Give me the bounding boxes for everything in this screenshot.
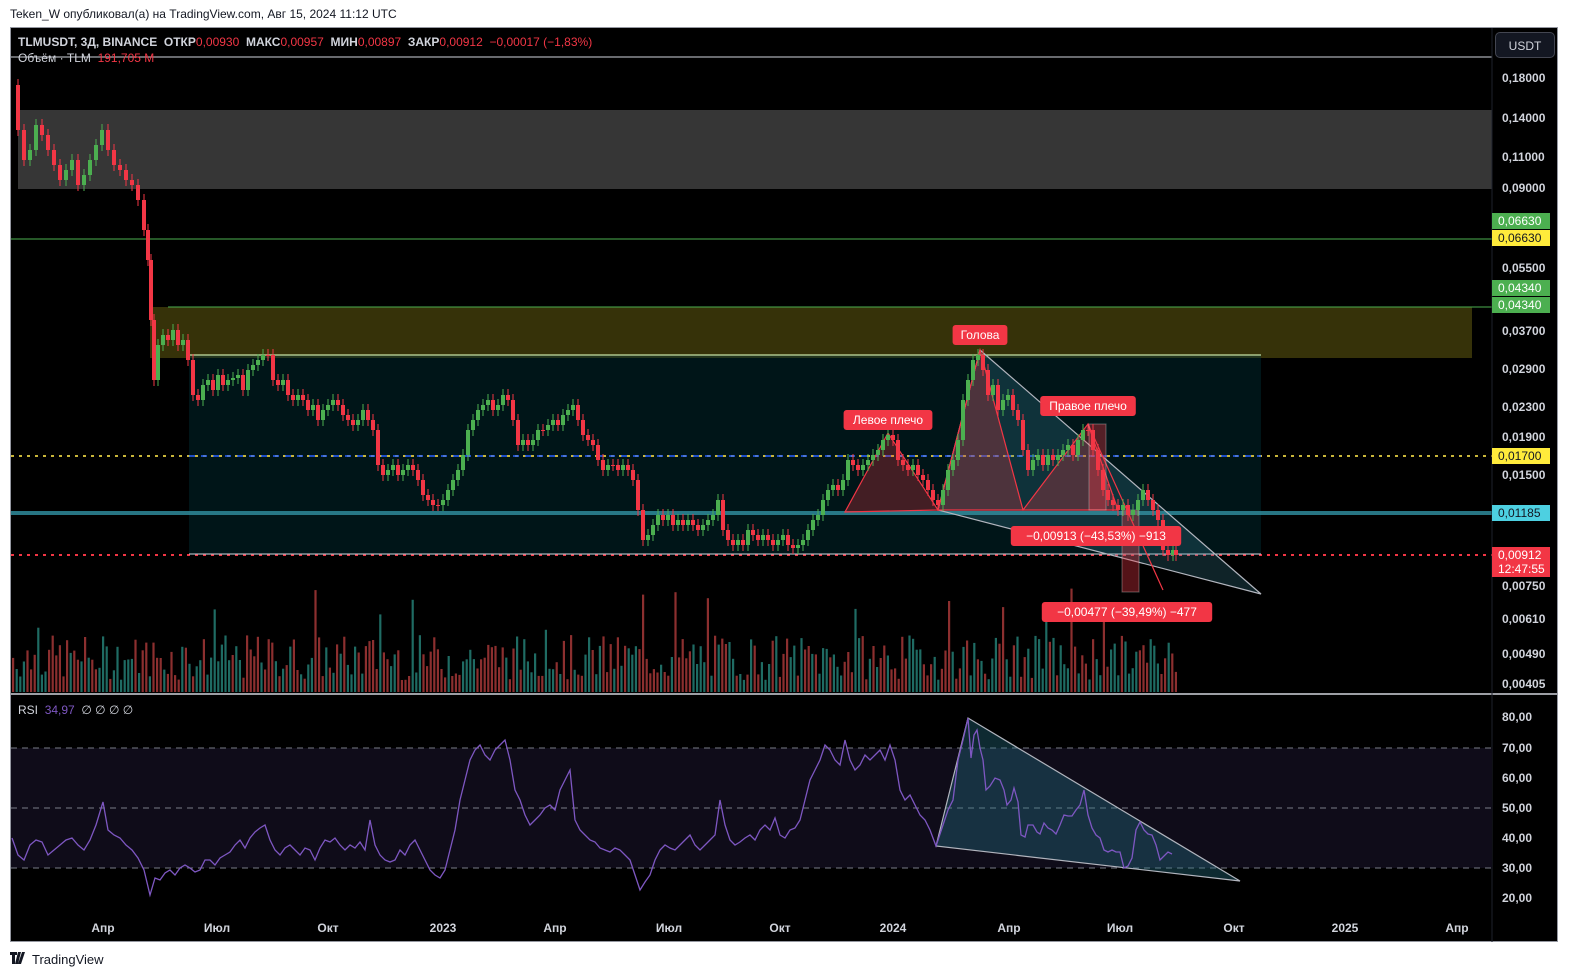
svg-text:20,00: 20,00: [1502, 891, 1532, 905]
svg-text:0,01500: 0,01500: [1502, 468, 1546, 482]
currency-button[interactable]: USDT: [1495, 32, 1555, 58]
low-value: 0,00897: [357, 35, 402, 49]
svg-text:0,02300: 0,02300: [1502, 400, 1546, 414]
svg-text:50,00: 50,00: [1502, 801, 1532, 815]
svg-text:−0,00477 (−39,49%) −477: −0,00477 (−39,49%) −477: [1057, 605, 1197, 619]
svg-text:Апр: Апр: [543, 921, 566, 935]
svg-text:0,00610: 0,00610: [1502, 612, 1546, 626]
svg-text:Июл: Июл: [656, 921, 682, 935]
svg-text:−0,00913 (−43,53%) −913: −0,00913 (−43,53%) −913: [1026, 529, 1166, 543]
symbol-name: TLMUSDT, 3Д, BINANCE: [18, 35, 158, 49]
volume-legend[interactable]: Объём · TLM 191,705 M: [18, 51, 154, 65]
svg-text:0,00405: 0,00405: [1502, 677, 1546, 691]
svg-text:Голова: Голова: [961, 328, 1000, 342]
open-label: ОТКР: [163, 35, 196, 49]
svg-text:0,01185: 0,01185: [1498, 506, 1541, 520]
svg-text:30,00: 30,00: [1502, 861, 1532, 875]
svg-text:2023: 2023: [430, 921, 457, 935]
yellow-zone-0.031-0.0434[interactable]: [150, 307, 1472, 358]
low-label: МИН: [330, 35, 358, 49]
svg-text:40,00: 40,00: [1502, 831, 1532, 845]
svg-text:2025: 2025: [1332, 921, 1359, 935]
symbol-legend[interactable]: TLMUSDT, 3Д, BINANCE ОТКР0,00930 МАКС0,0…: [18, 35, 592, 49]
brand-name: TradingView: [32, 952, 104, 967]
svg-text:Июл: Июл: [204, 921, 230, 935]
high-label: МАКС: [245, 35, 281, 49]
svg-text:0,01700: 0,01700: [1498, 449, 1542, 463]
svg-text:0,03700: 0,03700: [1502, 324, 1546, 338]
change-value: −0,00017 (−1,83%): [489, 35, 593, 49]
svg-text:0,04340: 0,04340: [1498, 281, 1542, 295]
svg-text:70,00: 70,00: [1502, 741, 1532, 755]
svg-text:0,18000: 0,18000: [1502, 71, 1546, 85]
volume-label: Объём · TLM: [18, 51, 91, 65]
svg-text:12:47:55: 12:47:55: [1498, 562, 1545, 576]
svg-text:0,14000: 0,14000: [1502, 111, 1546, 125]
volume-histogram: [12, 588, 1177, 692]
svg-text:Апр: Апр: [997, 921, 1020, 935]
rsi-value: 34,97: [44, 703, 75, 717]
svg-text:Июл: Июл: [1107, 921, 1133, 935]
high-value: 0,00957: [280, 35, 324, 49]
falling-wedge-rsi[interactable]: [935, 717, 1241, 882]
svg-text:0,06630: 0,06630: [1498, 231, 1542, 245]
svg-text:80,00: 80,00: [1502, 710, 1532, 724]
svg-text:Левое плечо: Левое плечо: [853, 413, 923, 427]
svg-text:Окт: Окт: [769, 921, 790, 935]
time-axis[interactable]: Апр Июл Окт 2023 Апр Июл Окт 2024 Апр Июл Окт 2025 А…: [91, 921, 1468, 935]
svg-text:0,00490: 0,00490: [1502, 647, 1546, 661]
close-label: ЗАКР: [407, 35, 440, 49]
svg-text:Апр: Апр: [91, 921, 114, 935]
svg-text:0,05500: 0,05500: [1502, 261, 1546, 275]
measure-box-2[interactable]: [1121, 509, 1140, 593]
rsi-extras: ∅ ∅ ∅ ∅: [81, 703, 134, 717]
price-tags: 0,06630 0,06630 0,04340 0,04340 0,01700 0,011…: [1492, 213, 1550, 577]
horizontal-levels[interactable]: [11, 238, 1492, 556]
rsi-label: RSI: [18, 703, 39, 717]
svg-text:0,01900: 0,01900: [1502, 430, 1546, 444]
svg-text:0,06630: 0,06630: [1498, 214, 1542, 228]
svg-text:Апр: Апр: [1445, 921, 1468, 935]
zones: [18, 110, 1492, 555]
volume-value: 191,705 M: [97, 51, 155, 65]
svg-text:0,09000: 0,09000: [1502, 181, 1546, 195]
publish-info: Teken_W опубликовал(а) на TradingView.co…: [10, 7, 397, 21]
svg-text:0,11000: 0,11000: [1502, 150, 1545, 164]
rsi-legend[interactable]: RSI 34,97 ∅ ∅ ∅ ∅: [18, 703, 133, 717]
svg-text:0,02900: 0,02900: [1502, 362, 1546, 376]
pattern-labels: Левое плечо Голова Правое плечо −0,00913 (−…: [843, 325, 1213, 622]
open-value: 0,00930: [195, 35, 240, 49]
svg-text:2024: 2024: [880, 921, 907, 935]
rsi-axis[interactable]: 80,00 70,00 60,00 50,00 40,00 30,00 20,00: [1502, 710, 1532, 905]
svg-text:0,04340: 0,04340: [1498, 298, 1542, 312]
svg-text:Окт: Окт: [1223, 921, 1244, 935]
svg-text:60,00: 60,00: [1502, 771, 1532, 785]
price-axis[interactable]: 0,18000 0,14000 0,11000 0,09000 0,05500 0,037…: [1502, 71, 1546, 691]
candles: [16, 79, 1178, 561]
svg-text:0,00912: 0,00912: [1498, 548, 1542, 562]
svg-text:Окт: Окт: [317, 921, 338, 935]
svg-text:0,00750: 0,00750: [1502, 579, 1546, 593]
footer: TradingView: [10, 952, 104, 967]
tradingview-logo-icon: [10, 952, 28, 967]
close-value: 0,00912: [439, 35, 483, 49]
rsi-line: [11, 717, 1173, 898]
svg-text:Правое плечо: Правое плечо: [1049, 399, 1127, 413]
grey-range-0.09-0.145[interactable]: [18, 110, 1492, 189]
